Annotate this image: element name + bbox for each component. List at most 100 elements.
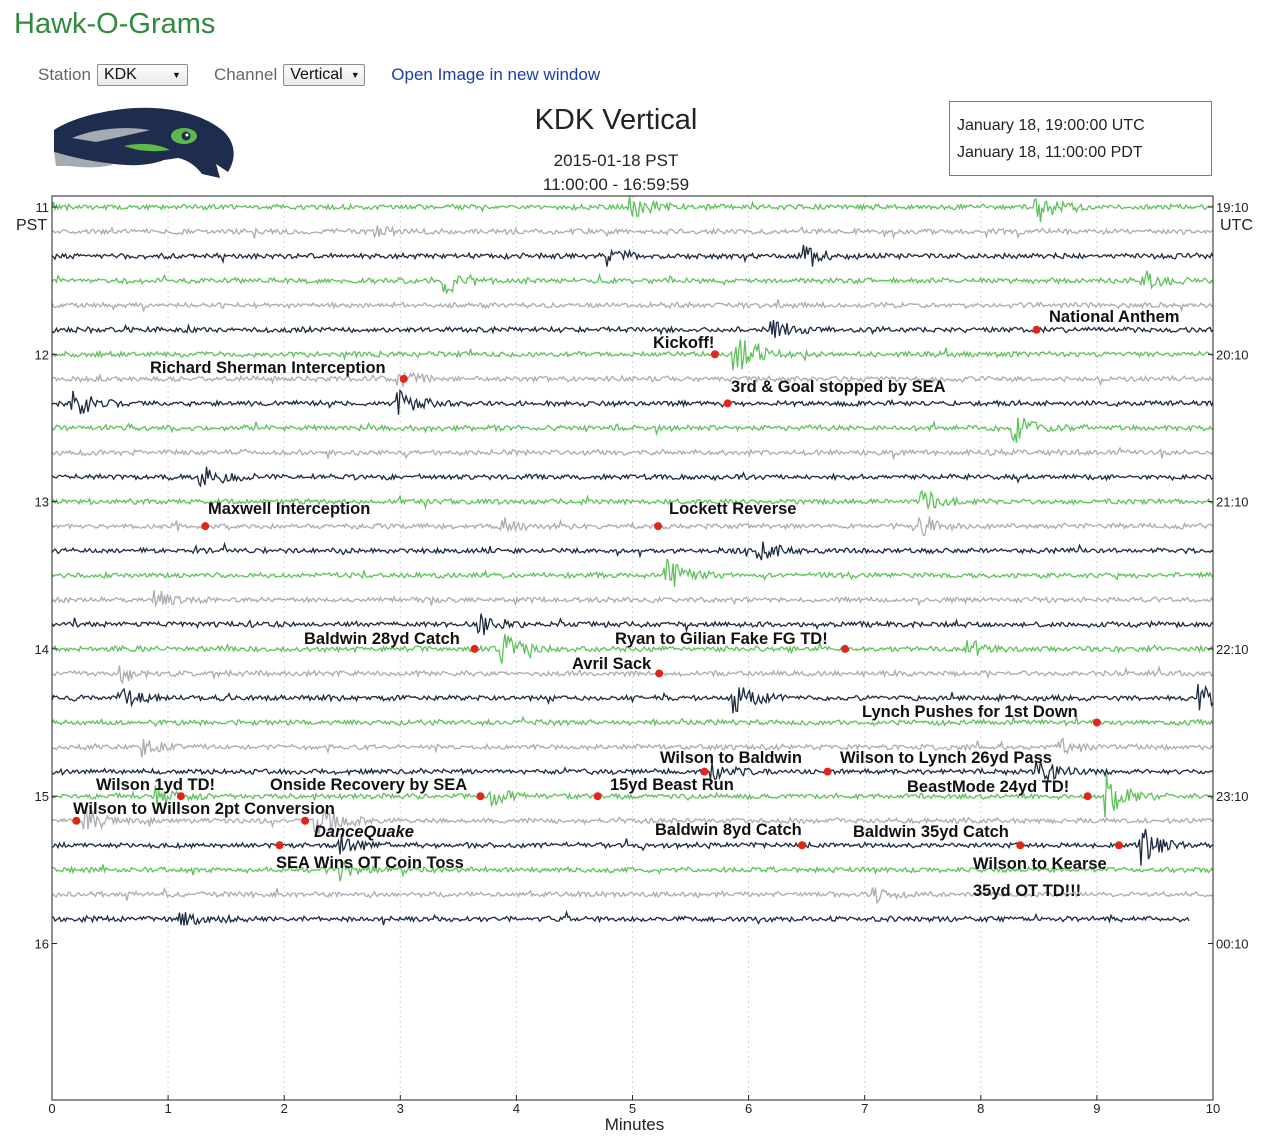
event-marker [176,792,185,801]
seismic-trace [51,737,1214,758]
event-marker [840,644,849,653]
dropdown-arrow-icon: ▼ [172,70,181,80]
seismic-trace [51,590,1214,608]
seismic-trace [51,684,1214,714]
event-marker [1083,792,1092,801]
seahawk-logo-icon [54,107,234,178]
event-marker [1016,841,1025,850]
x-axis-label: Minutes [605,1115,665,1134]
utc-time-label: 23:10 [1216,789,1249,804]
utc-time-label: 19:10 [1216,200,1249,215]
utc-time-label: 20:10 [1216,347,1249,362]
seismic-trace [51,807,1214,835]
utc-time-label: 21:10 [1216,495,1249,510]
event-label: Avril Sack [572,655,652,673]
seismic-trace [51,244,1214,267]
event-marker [593,792,602,801]
utc-time: January 18, 19:00:00 UTC [957,117,1145,134]
x-tick-label: 3 [397,1101,404,1116]
event-marker [1032,325,1041,334]
seismic-trace [51,516,1214,537]
event-marker [470,644,479,653]
hour-label: 12 [35,347,49,362]
event-marker [798,841,807,850]
event-label: Lockett Reverse [669,500,796,518]
x-tick-label: 1 [164,1101,171,1116]
event-marker [301,816,310,825]
event-label: Maxwell Interception [208,500,370,518]
x-tick-label: 2 [281,1101,288,1116]
event-marker [654,522,663,531]
hour-label: 16 [35,937,49,952]
plot-title: KDK Vertical [534,104,698,136]
seismic-trace [51,196,1214,223]
event-marker [72,816,81,825]
seismic-trace [52,859,1214,882]
utc-time-label: 00:10 [1216,937,1249,952]
event-label: Onside Recovery by SEA [270,776,467,794]
event-label: National Anthem [1049,308,1179,326]
event-label: Baldwin 8yd Catch [655,821,802,839]
event-label: Wilson to Lynch 26yd Pass [840,749,1052,767]
event-label: 15yd Beast Run [610,776,734,794]
seismic-trace [51,489,1214,511]
seismic-trace [51,270,1214,294]
channel-select[interactable]: Vertical ▼ [283,64,366,86]
hour-label: 14 [35,642,49,657]
pdt-time: January 18, 11:00:00 PDT [957,144,1143,161]
seismic-trace [51,664,1214,685]
event-marker [476,792,485,801]
event-label: Richard Sherman Interception [150,359,386,377]
event-label: Wilson to Kearse [973,855,1107,873]
event-label: Lynch Pushes for 1st Down [862,703,1078,721]
right-timezone-label: UTC [1220,217,1253,234]
station-label: Station [38,65,91,84]
seismic-trace [51,886,1214,905]
seismic-trace [51,371,1214,388]
event-label: 35yd OT TD!!! [973,882,1081,900]
seismic-trace [51,715,1214,728]
event-marker [201,522,210,531]
seismic-trace [51,339,1214,371]
event-marker [655,669,664,678]
event-label: Wilson 1yd TD! [96,776,215,794]
seismic-trace [51,909,1190,926]
seismic-trace [51,760,1214,783]
seismic-trace [51,417,1214,444]
x-tick-label: 10 [1206,1101,1220,1116]
seismic-trace [51,388,1214,415]
event-label: BeastMode 24yd TD! [907,778,1069,796]
app-title: Hawk-O-Grams [14,8,216,40]
seismic-trace [51,466,1214,488]
seismic-trace [51,613,1214,636]
x-tick-label: 6 [745,1101,752,1116]
seismic-trace [52,633,1214,664]
x-tick-label: 5 [629,1101,636,1116]
event-marker [275,841,284,850]
seismic-trace [51,299,1214,313]
seismic-trace [51,541,1214,561]
event-marker [710,350,719,359]
channel-value: Vertical [290,66,343,83]
station-select[interactable]: KDK ▼ [96,64,188,86]
event-label: SEA Wins OT Coin Toss [276,854,464,872]
controls-bar: Station KDK ▼ Channel Vertical ▼ Open Im… [38,62,600,88]
seismic-trace [51,446,1214,461]
open-image-link[interactable]: Open Image in new window [391,65,601,84]
x-tick-label: 4 [513,1101,520,1116]
seismic-trace [52,224,1214,240]
event-marker [700,767,709,776]
event-label: Wilson to Willson 2pt Conversion [73,800,335,818]
event-label: Baldwin 35yd Catch [853,823,1009,841]
plot-date: 2015-01-18 PST [553,151,679,170]
event-marker [823,767,832,776]
event-marker [1114,841,1123,850]
seismic-trace [51,320,1214,339]
plot-time-range: 11:00:00 - 16:59:59 [542,175,690,194]
event-marker [399,374,408,383]
hour-label: 15 [35,789,49,804]
channel-label: Channel [213,65,278,84]
x-tick-label: 7 [861,1101,868,1116]
event-label: 3rd & Goal stopped by SEA [731,378,946,396]
